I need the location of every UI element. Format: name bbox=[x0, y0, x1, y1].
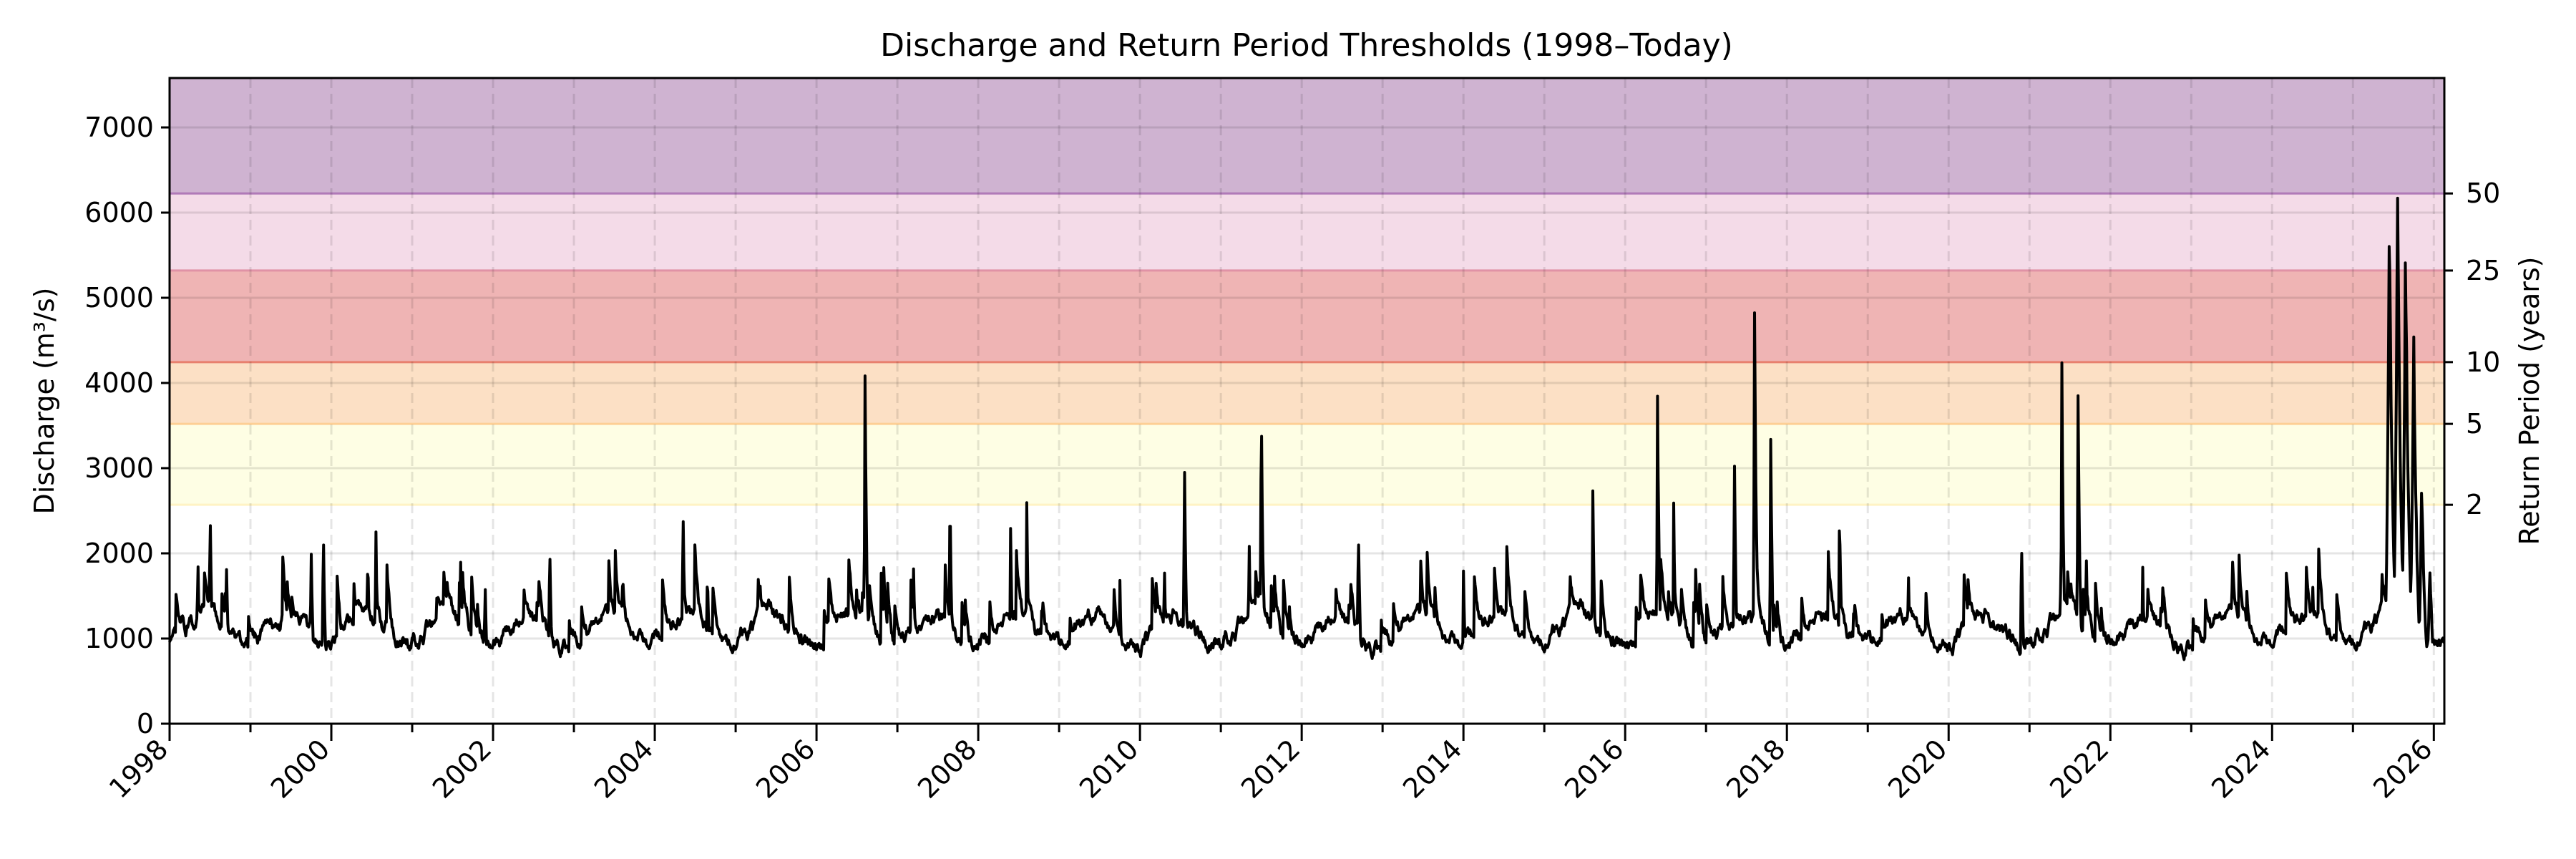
band-rp-2 bbox=[170, 424, 2444, 505]
rp-tick-label: 25 bbox=[2466, 255, 2500, 286]
x-tick-label: 2000 bbox=[265, 733, 336, 805]
x-tick-label: 2012 bbox=[1235, 733, 1307, 805]
x-tick-label: 2018 bbox=[1720, 733, 1792, 805]
y-tick-label: 0 bbox=[137, 708, 154, 739]
y-tick-label: 5000 bbox=[84, 282, 154, 314]
rp-tick-label: 10 bbox=[2466, 346, 2500, 378]
discharge-line bbox=[168, 196, 2446, 661]
x-tick-label: 2006 bbox=[750, 733, 821, 805]
x-tick-label: 2024 bbox=[2205, 733, 2277, 805]
band-rp-10 bbox=[170, 270, 2444, 362]
x-tick-label: 1998 bbox=[103, 733, 175, 805]
y-tick-label: 4000 bbox=[84, 367, 154, 399]
band-rp-50 bbox=[170, 78, 2444, 194]
x-tick-label: 2008 bbox=[912, 733, 983, 805]
y-axis-right-label: Return Period (years) bbox=[2514, 257, 2545, 545]
x-tick-label: 2014 bbox=[1397, 733, 1468, 805]
x-tick-label: 2026 bbox=[2367, 733, 2439, 805]
rp-tick-label: 2 bbox=[2466, 489, 2483, 520]
x-tick-label: 2010 bbox=[1073, 733, 1145, 805]
series-layer bbox=[168, 196, 2446, 661]
x-tick-label: 2022 bbox=[2044, 733, 2115, 805]
y-tick-label: 6000 bbox=[84, 197, 154, 228]
x-tick-label: 2016 bbox=[1558, 733, 1630, 805]
band-rp-5 bbox=[170, 361, 2444, 424]
x-tick-label: 2020 bbox=[1882, 733, 1953, 805]
chart-title: Discharge and Return Period Thresholds (… bbox=[880, 27, 1733, 64]
rp-tick-label: 50 bbox=[2466, 178, 2500, 209]
rp-tick-label: 5 bbox=[2466, 408, 2483, 440]
plot-frame bbox=[168, 77, 2446, 725]
threshold-bands bbox=[170, 78, 2444, 506]
y-tick-label: 2000 bbox=[84, 538, 154, 569]
y-tick-label: 3000 bbox=[84, 452, 154, 484]
x-tick-label: 2002 bbox=[426, 733, 498, 805]
y-tick-label: 1000 bbox=[84, 623, 154, 654]
y-tick-label: 7000 bbox=[84, 112, 154, 143]
y-axis-label: Discharge (m³/s) bbox=[29, 288, 60, 515]
x-tick-label: 2004 bbox=[588, 733, 660, 805]
band-rp-25 bbox=[170, 193, 2444, 271]
